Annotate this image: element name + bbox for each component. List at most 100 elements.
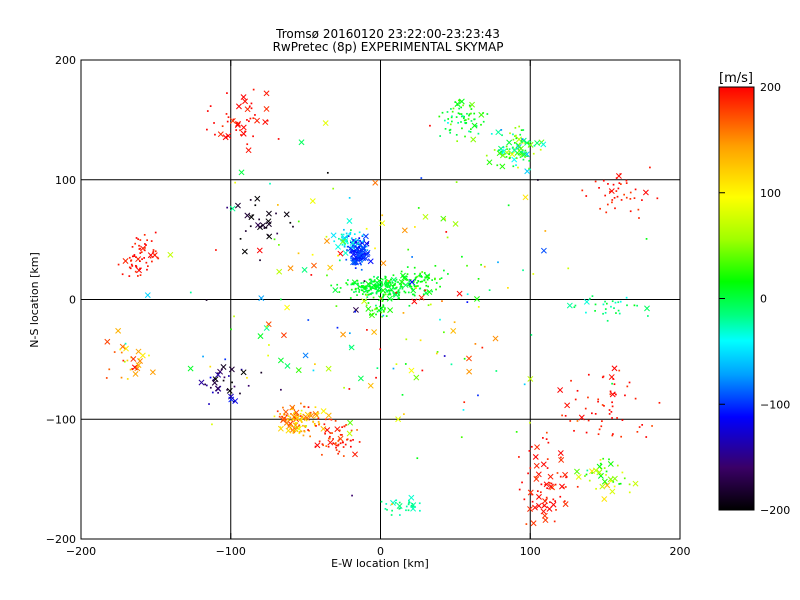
dot-point xyxy=(268,344,270,346)
dot-point xyxy=(354,238,357,241)
dot-point xyxy=(647,315,649,317)
dot-point xyxy=(304,418,307,420)
cross-point xyxy=(327,264,334,271)
dot-point xyxy=(426,278,429,281)
dot-point xyxy=(534,476,537,479)
dot-point xyxy=(337,443,340,446)
dot-point xyxy=(292,225,294,228)
cross-point xyxy=(280,417,287,424)
dot-point xyxy=(342,455,345,457)
cross-point xyxy=(535,471,542,478)
dot-point xyxy=(297,425,300,427)
dot-point xyxy=(405,275,408,278)
cross-point xyxy=(136,267,143,274)
dot-point xyxy=(228,375,230,377)
dot-point xyxy=(573,306,576,309)
dot-point xyxy=(591,295,594,297)
dot-point xyxy=(148,354,150,357)
cross-point xyxy=(380,287,387,294)
dot-point xyxy=(460,436,463,439)
dot-point xyxy=(318,422,321,425)
dot-point xyxy=(338,259,341,262)
cross-point xyxy=(298,139,305,146)
dot-point xyxy=(223,376,226,379)
dot-point xyxy=(214,377,216,380)
dot-point xyxy=(346,236,348,238)
dot-point xyxy=(372,296,375,299)
dot-point xyxy=(561,414,563,417)
dot-point xyxy=(365,227,368,230)
dot-point xyxy=(357,282,359,285)
dot-point xyxy=(402,312,405,314)
dot-point xyxy=(595,487,597,490)
dot-point xyxy=(352,247,355,250)
dot-point xyxy=(235,129,238,131)
cross-point xyxy=(386,295,393,302)
cross-point xyxy=(410,505,417,512)
dot-point xyxy=(336,283,339,286)
dot-point xyxy=(147,265,149,268)
dot-point xyxy=(424,276,427,279)
cross-point xyxy=(265,210,272,217)
dot-point xyxy=(394,280,397,282)
cross-point xyxy=(393,291,399,298)
cross-point xyxy=(320,408,327,415)
dot-point xyxy=(343,425,346,428)
cross-point xyxy=(349,239,356,246)
dot-point xyxy=(122,359,125,362)
cross-point xyxy=(559,483,565,490)
dot-point xyxy=(328,437,331,440)
dot-point xyxy=(146,268,148,271)
dot-point xyxy=(611,199,614,201)
dot-point xyxy=(209,365,212,368)
dot-point xyxy=(144,247,146,249)
dot-point xyxy=(398,501,401,504)
dot-point xyxy=(395,499,398,502)
dot-point xyxy=(606,319,609,322)
dot-point xyxy=(411,293,414,296)
cross-point xyxy=(335,243,342,250)
dot-point xyxy=(363,286,366,289)
dot-point xyxy=(404,291,407,294)
dot-point xyxy=(507,287,509,289)
dot-point xyxy=(309,435,311,438)
cross-point xyxy=(119,343,126,350)
dot-point xyxy=(315,425,317,427)
dot-point xyxy=(518,488,521,491)
cross-point xyxy=(364,249,371,256)
dot-point xyxy=(435,282,438,284)
cross-point xyxy=(302,352,309,359)
cross-point xyxy=(400,272,406,279)
dot-point xyxy=(347,279,349,281)
cross-point xyxy=(466,368,473,375)
dot-point xyxy=(341,426,343,428)
dot-point xyxy=(636,430,639,433)
dot-point xyxy=(126,359,129,362)
dot-point xyxy=(309,413,312,416)
dot-point xyxy=(273,238,276,241)
dot-point xyxy=(623,477,626,480)
dot-point xyxy=(466,112,468,115)
cross-point xyxy=(220,364,227,370)
cross-point xyxy=(285,427,292,434)
dot-point xyxy=(508,152,511,154)
dot-point xyxy=(462,409,465,411)
dot-point xyxy=(519,153,522,156)
dot-point xyxy=(247,384,250,387)
cross-point xyxy=(506,139,513,146)
cross-point xyxy=(530,520,537,527)
dot-point xyxy=(202,355,204,358)
dot-point xyxy=(290,424,293,427)
colorbar-tick-label: −200 xyxy=(760,504,790,517)
dot-point xyxy=(141,258,143,261)
dot-point xyxy=(545,496,548,499)
dot-point xyxy=(483,265,486,268)
dot-point xyxy=(515,157,518,160)
colorbar-tick-label: 200 xyxy=(760,81,781,94)
dot-point xyxy=(467,118,470,120)
dot-point xyxy=(463,115,465,118)
dot-point xyxy=(285,414,288,417)
dot-point xyxy=(531,500,534,503)
dot-point xyxy=(397,293,400,296)
dot-point xyxy=(606,203,609,206)
